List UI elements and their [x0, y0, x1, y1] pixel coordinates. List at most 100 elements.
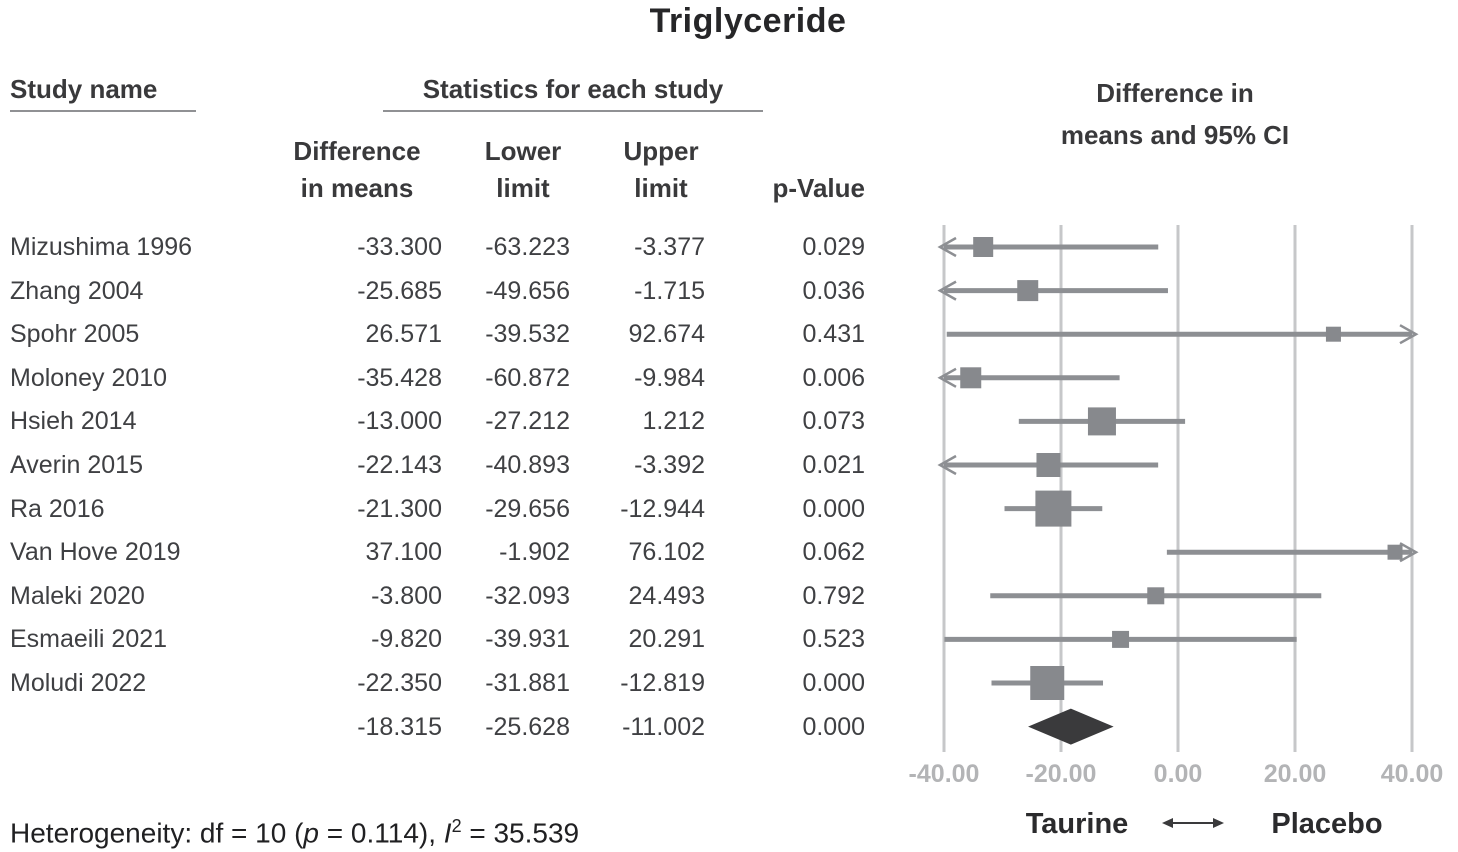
x-axis-tick-labels: -40.00 -20.00 0.00 20.00 40.00	[880, 760, 1458, 792]
upper-limit-value: -11.002	[622, 712, 705, 741]
column-header-p-value: p-Value	[772, 173, 865, 203]
right-clip-arrow-icon	[1399, 542, 1419, 563]
study-weight-square	[1035, 490, 1072, 527]
p-value: 0.431	[802, 320, 865, 349]
p-value: 0.523	[802, 625, 865, 654]
study-name: Hsieh 2014	[10, 407, 137, 436]
upper-limit-value: 92.674	[628, 320, 705, 349]
table-row-overall: -18.315 -25.628 -11.002 0.000	[0, 705, 880, 749]
plot-section-header: Difference in means and 95% CI	[1060, 78, 1290, 150]
difference-value: -13.000	[357, 407, 442, 436]
table-row: Moludi 2022 -22.350 -31.881 -12.819 0.000	[0, 661, 880, 705]
forest-plot-canvas	[937, 225, 1419, 752]
lower-limit-value: -31.881	[485, 669, 570, 697]
column-header-upper-limit: Upper limit	[623, 136, 699, 203]
upper-limit-value: 20.291	[628, 625, 705, 654]
difference-value: -3.800	[371, 581, 442, 610]
study-name: Esmaeili 2021	[10, 625, 168, 654]
p-symbol: p	[303, 817, 319, 849]
p-value: 0.000	[802, 712, 865, 741]
difference-value: -25.685	[357, 276, 442, 305]
p-value: 0.062	[802, 538, 865, 567]
i-squared-symbol: I	[443, 817, 452, 849]
difference-value: -35.428	[357, 363, 442, 392]
left-clip-arrow-icon	[937, 236, 957, 258]
upper-limit-value: -12.819	[620, 669, 705, 697]
difference-value: -18.315	[357, 712, 442, 741]
left-clip-arrow-icon	[937, 367, 957, 388]
difference-value: -22.143	[357, 451, 442, 479]
table-row: Spohr 2005 26.571 -39.532 92.674 0.431	[0, 312, 880, 356]
study-name: Ra 2016	[10, 494, 105, 523]
lower-limit-value: -39.532	[485, 320, 570, 349]
study-name: Moloney 2010	[10, 363, 168, 392]
difference-value: 26.571	[365, 320, 442, 349]
p-value: 0.029	[802, 233, 865, 261]
study-name	[10, 705, 290, 749]
lower-limit-value: -27.212	[485, 407, 570, 436]
study-name: Averin 2015	[10, 451, 143, 479]
p-value: 0.000	[802, 494, 865, 523]
table-row: Zhang 2004 -25.685 -49.656 -1.715 0.036	[0, 269, 880, 313]
p-value: 0.006	[802, 363, 865, 392]
study-name-column-header: Study name	[10, 74, 196, 112]
heterogeneity-note: Heterogeneity: df = 10 (p = 0.114), I2 =…	[10, 816, 580, 849]
x-axis-tick-label: 20.00	[1263, 760, 1327, 788]
study-weight-square	[1112, 630, 1130, 648]
difference-value: 37.100	[365, 538, 442, 567]
lower-limit-value: -29.656	[485, 494, 570, 523]
left-clip-arrow-icon	[937, 280, 957, 301]
upper-limit-value: -1.715	[634, 276, 705, 305]
lower-limit-value: -60.872	[485, 363, 570, 392]
column-header-lower-limit: Lower limit	[484, 136, 562, 203]
left-direction-label: Taurine	[1025, 808, 1129, 840]
x-axis-tick-label: 0.00	[1153, 760, 1203, 788]
upper-limit-value: 24.493	[628, 581, 705, 610]
table-row: Averin 2015 -22.143 -40.893 -3.392 0.021	[0, 443, 880, 487]
p-value: 0.073	[802, 407, 865, 436]
study-weight-square	[960, 367, 982, 389]
upper-limit-value: 76.102	[628, 538, 705, 567]
difference-value: -21.300	[357, 494, 442, 523]
study-name: Van Hove 2019	[10, 538, 181, 567]
table-row: Mizushima 1996 -33.300 -63.223 -3.377 0.029	[0, 225, 880, 269]
p-value: 0.000	[802, 669, 865, 697]
study-name: Moludi 2022	[10, 669, 147, 697]
table-row: Esmaeili 2021 -9.820 -39.931 20.291 0.523	[0, 617, 880, 661]
left-clip-arrow-icon	[937, 454, 957, 476]
study-weight-square	[1017, 280, 1039, 302]
upper-limit-value: -3.392	[634, 451, 705, 479]
study-name: Spohr 2005	[10, 320, 140, 349]
column-header-difference-in-means: Difference in means	[293, 136, 421, 203]
study-weight-square	[1387, 544, 1403, 560]
upper-limit-value: 1.212	[642, 407, 705, 436]
p-value: 0.036	[802, 276, 865, 305]
study-weight-square	[973, 237, 994, 257]
table-row: Hsieh 2014 -13.000 -27.212 1.212 0.073	[0, 399, 880, 443]
upper-limit-value: -12.944	[620, 494, 705, 523]
lower-limit-value: -39.931	[485, 625, 570, 654]
x-axis-tick-label: -40.00	[908, 760, 980, 788]
upper-limit-value: -9.984	[634, 363, 705, 392]
x-axis-tick-label: 40.00	[1380, 760, 1444, 788]
study-weight-square	[1325, 326, 1341, 342]
overall-effect-diamond	[1028, 708, 1114, 745]
lower-limit-value: -49.656	[485, 276, 570, 305]
right-clip-arrow-icon	[1399, 324, 1419, 345]
upper-limit-value: -3.377	[634, 233, 705, 261]
x-axis-tick-label: -20.00	[1025, 760, 1097, 788]
right-direction-label: Placebo	[1271, 808, 1383, 840]
study-name: Zhang 2004	[10, 276, 144, 305]
difference-value: -33.300	[357, 233, 442, 261]
lower-limit-value: -63.223	[485, 233, 570, 261]
lower-limit-value: -25.628	[485, 712, 570, 741]
study-name: Maleki 2020	[10, 581, 145, 610]
study-weight-square	[1147, 587, 1165, 605]
stats-section-header: Statistics for each study	[383, 74, 763, 112]
difference-value: -22.350	[357, 669, 442, 697]
chart-title: Triglyceride	[649, 2, 847, 40]
study-name: Mizushima 1996	[10, 233, 193, 261]
lower-limit-value: -1.902	[499, 538, 570, 567]
p-value: 0.792	[802, 581, 865, 610]
